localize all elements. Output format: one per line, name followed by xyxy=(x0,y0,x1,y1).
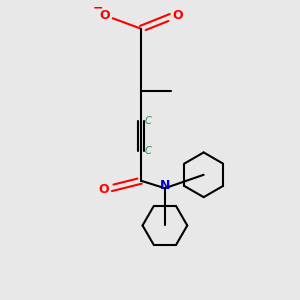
Text: −: − xyxy=(93,1,103,14)
Text: C: C xyxy=(144,146,151,156)
Text: N: N xyxy=(160,179,170,192)
Text: O: O xyxy=(172,9,183,22)
Text: O: O xyxy=(99,9,110,22)
Text: O: O xyxy=(98,183,109,196)
Text: C: C xyxy=(144,116,151,126)
